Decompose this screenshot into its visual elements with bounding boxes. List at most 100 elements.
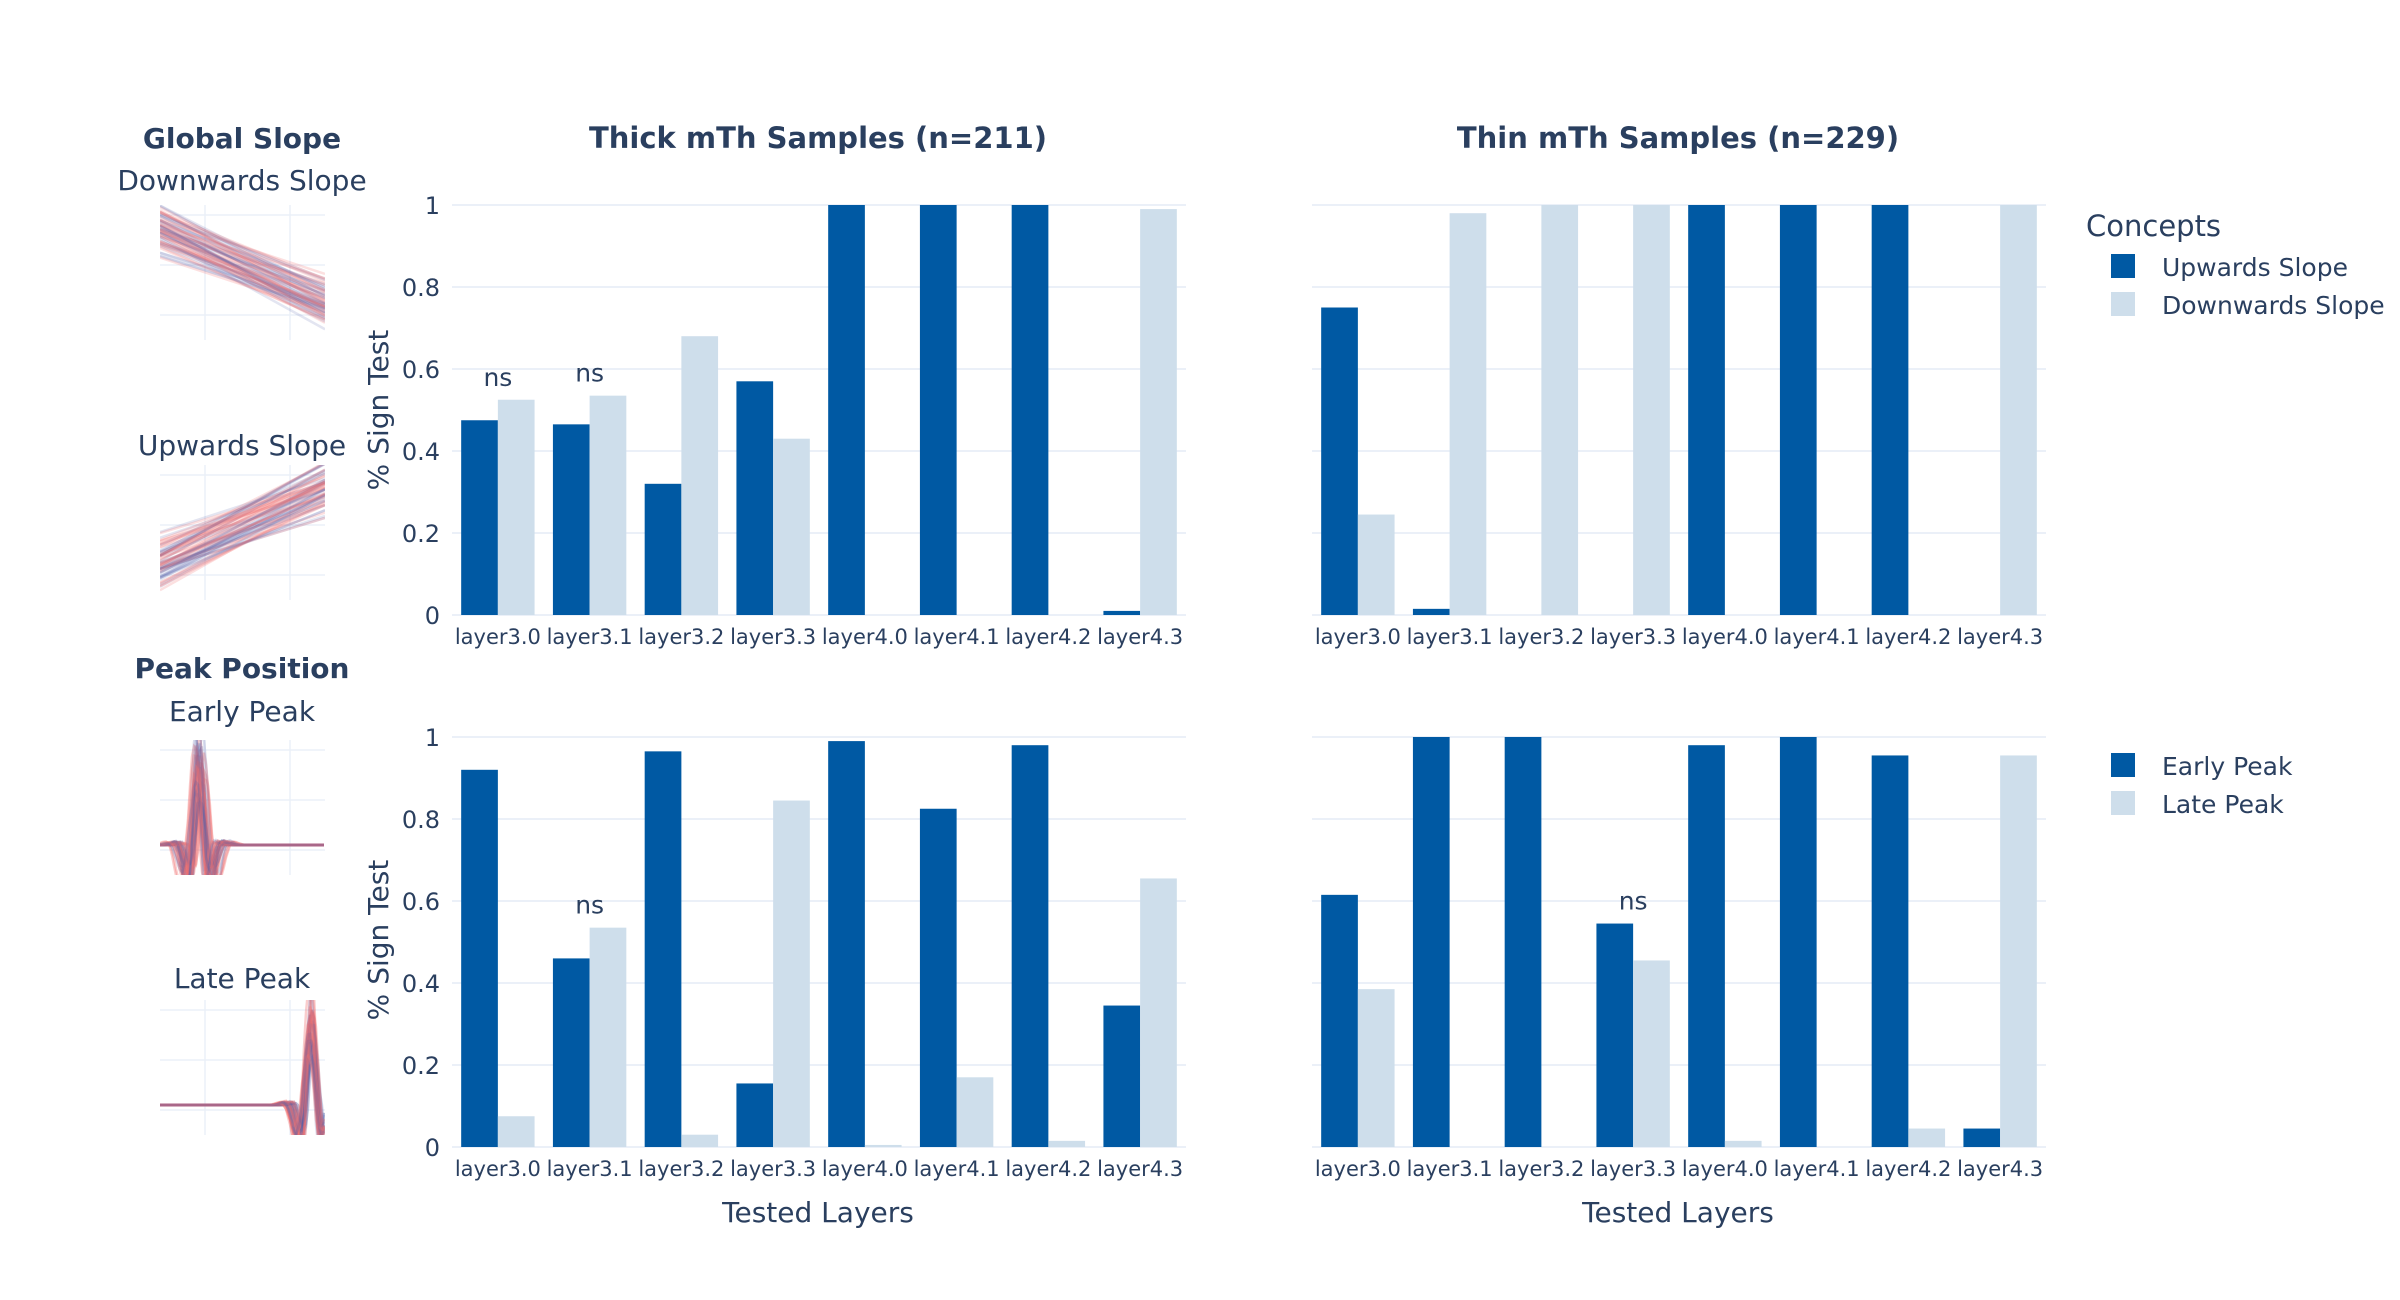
thumb-curve	[160, 743, 324, 875]
bar[interactable]	[1412, 608, 1450, 615]
thumb-line	[160, 480, 325, 567]
thumb-line	[160, 504, 325, 570]
legend-swatch-upwards-slope	[2111, 254, 2135, 278]
thumb-line	[160, 224, 325, 313]
bar[interactable]	[497, 1116, 535, 1147]
x-tick-label: layer3.3	[1590, 625, 1676, 649]
thumb-line	[160, 237, 325, 331]
bar[interactable]	[864, 1144, 902, 1147]
bar[interactable]	[1140, 209, 1177, 615]
section-title-global-slope: Global Slope	[143, 122, 341, 155]
thumb-line	[160, 488, 325, 574]
thumb-line	[160, 485, 325, 546]
bar[interactable]	[736, 381, 774, 615]
bar[interactable]	[1321, 894, 1358, 1147]
bar[interactable]	[681, 336, 719, 615]
thumb-line	[160, 492, 325, 565]
bar[interactable]	[1779, 737, 1817, 1147]
thumb-line	[160, 221, 325, 292]
bar[interactable]	[736, 1083, 774, 1147]
thumb-curve	[160, 761, 324, 875]
thumb-line	[160, 210, 325, 298]
bar[interactable]	[1871, 755, 1909, 1147]
y-tick-label: 0.6	[402, 888, 440, 916]
legend-entry-early-peak[interactable]: Early Peak	[2162, 752, 2293, 781]
bar[interactable]	[1688, 205, 1725, 615]
thumb-label-upwards-slope: Upwards Slope	[138, 429, 346, 462]
bar[interactable]	[1357, 989, 1395, 1147]
bar[interactable]	[497, 399, 535, 615]
thumb-line	[160, 494, 325, 586]
legend-entry-upwards-slope[interactable]: Upwards Slope	[2162, 253, 2348, 282]
bar[interactable]	[589, 927, 627, 1147]
bar[interactable]	[1633, 205, 1670, 615]
significance-annotation: ns	[575, 359, 604, 388]
bar[interactable]	[773, 800, 810, 1147]
thumb-line	[160, 465, 323, 558]
thumb-line	[160, 472, 325, 552]
bar[interactable]	[1541, 205, 1579, 615]
bar[interactable]	[1412, 737, 1450, 1147]
bar[interactable]	[1103, 1005, 1141, 1147]
bar[interactable]	[1688, 745, 1725, 1147]
bar[interactable]	[919, 808, 957, 1147]
bar[interactable]	[1357, 514, 1395, 615]
thumb-line	[160, 227, 325, 310]
bar[interactable]	[1908, 1128, 1946, 1147]
bar[interactable]	[461, 769, 498, 1147]
bar[interactable]	[1048, 1140, 1086, 1147]
thumb-line	[160, 251, 325, 306]
legend-entry-downwards-slope[interactable]: Downwards Slope	[2162, 291, 2385, 320]
thumb-line	[160, 480, 325, 572]
bar[interactable]	[589, 395, 627, 615]
legend-slope[interactable]: Concepts Upwards Slope Downwards Slope	[2086, 209, 2385, 320]
bar[interactable]	[828, 205, 865, 615]
thumb-line	[160, 499, 325, 574]
bar[interactable]	[919, 205, 957, 615]
bar[interactable]	[1321, 307, 1358, 616]
bar[interactable]	[1449, 213, 1487, 615]
thumb-curve	[160, 756, 324, 875]
bar[interactable]	[828, 741, 865, 1147]
thumb-line	[160, 495, 325, 570]
bar[interactable]	[681, 1134, 719, 1147]
bar[interactable]	[1633, 960, 1670, 1147]
bar[interactable]	[1011, 745, 1049, 1147]
bar[interactable]	[1504, 737, 1542, 1147]
thumb-line	[160, 231, 325, 292]
bar[interactable]	[552, 958, 590, 1147]
thumb-line	[160, 469, 325, 562]
bar[interactable]	[1596, 923, 1634, 1147]
bar[interactable]	[1103, 610, 1141, 615]
legend-peak[interactable]: Early Peak Late Peak	[2111, 752, 2293, 819]
x-tick-label: layer3.3	[730, 1157, 816, 1181]
bar[interactable]	[552, 424, 590, 615]
x-tick-label: layer3.0	[455, 1157, 541, 1181]
bar[interactable]	[2000, 755, 2037, 1147]
bar[interactable]	[1963, 1128, 2001, 1147]
thumb-line	[160, 516, 325, 570]
y-tick-label: 0.6	[402, 356, 440, 384]
column-title-thin: Thin mTh Samples (n=229)	[1457, 121, 1899, 155]
bar[interactable]	[2000, 205, 2037, 615]
thumb-line	[160, 227, 325, 297]
bar[interactable]	[773, 438, 810, 615]
bar[interactable]	[644, 751, 682, 1147]
thumb-curve	[160, 763, 324, 875]
bar[interactable]	[461, 420, 498, 615]
bar[interactable]	[644, 483, 682, 615]
bar[interactable]	[1011, 205, 1049, 615]
thumb-line	[160, 481, 325, 578]
bar[interactable]	[1724, 1140, 1762, 1147]
bar[interactable]	[1140, 878, 1177, 1147]
thumb-curve	[160, 1000, 320, 1135]
thumb-line	[160, 214, 325, 282]
bar[interactable]	[1871, 205, 1909, 615]
thumb-curve	[160, 780, 324, 874]
legend-entry-late-peak[interactable]: Late Peak	[2162, 790, 2284, 819]
bar[interactable]	[956, 1077, 994, 1147]
bar[interactable]	[1779, 205, 1817, 615]
chart-panels: 00.20.40.60.81layer3.0nslayer3.1nslayer3…	[402, 192, 2046, 1181]
thumb-curve	[160, 766, 324, 875]
thumb-curve	[160, 1032, 324, 1135]
